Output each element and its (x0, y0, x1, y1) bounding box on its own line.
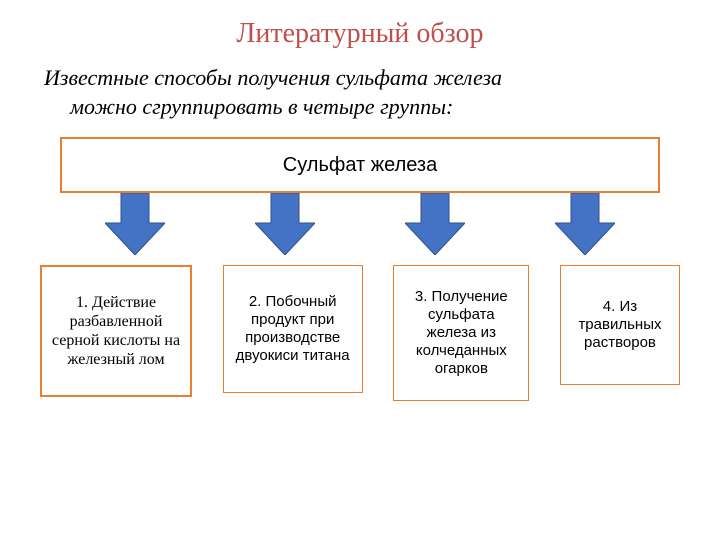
methods-row: 1. Действие разбавленной серной кислоты … (40, 265, 680, 401)
method-label: 3. Получение сульфата железа из колчедан… (402, 288, 520, 378)
diagram: Сульфат железа 1. Действие разбавленной … (40, 137, 680, 477)
method-box-2: 2. Побочный продукт при производстве дву… (223, 265, 363, 393)
method-box-4: 4. Из травильных растворов (560, 265, 680, 385)
top-box-label: Сульфат железа (283, 154, 437, 177)
method-label: 2. Побочный продукт при производстве дву… (232, 293, 354, 365)
method-label: 4. Из травильных растворов (569, 298, 671, 352)
method-box-3: 3. Получение сульфата железа из колчедан… (393, 265, 529, 401)
arrow-down-icon (255, 193, 315, 255)
arrows-row (60, 193, 660, 263)
arrow-down-icon (405, 193, 465, 255)
subtitle-line1: Известные способы получения сульфата жел… (44, 65, 502, 90)
method-label: 1. Действие разбавленной серной кислоты … (50, 293, 182, 370)
page-title: Литературный обзор (0, 0, 720, 50)
top-box: Сульфат железа (60, 137, 660, 193)
arrow-down-icon (555, 193, 615, 255)
arrow-down-icon (105, 193, 165, 255)
method-box-1: 1. Действие разбавленной серной кислоты … (40, 265, 192, 397)
page-subtitle: Известные способы получения сульфата жел… (0, 50, 720, 121)
subtitle-line2: можно сгруппировать в четыре группы: (44, 93, 676, 122)
